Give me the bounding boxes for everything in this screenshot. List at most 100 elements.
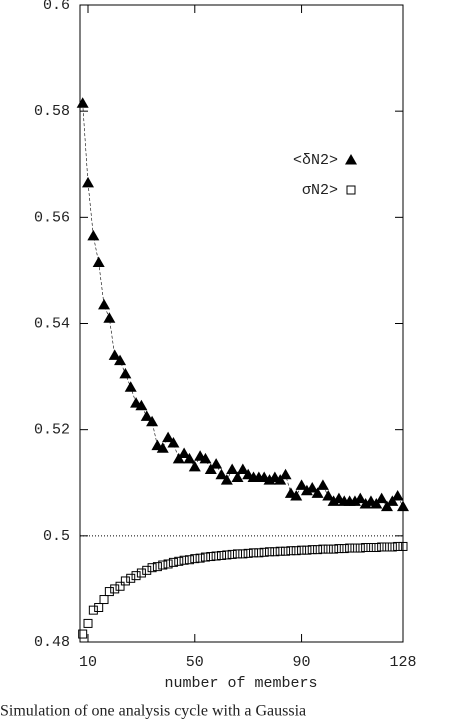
triangle-point bbox=[322, 490, 335, 501]
triangle-point bbox=[135, 399, 148, 411]
square-point bbox=[104, 587, 114, 597]
square-point bbox=[313, 545, 323, 555]
square-point bbox=[158, 560, 168, 570]
triangle-point bbox=[108, 349, 121, 360]
triangle-point bbox=[215, 468, 228, 480]
y-tick-label: 0.48 bbox=[34, 634, 70, 651]
square-point bbox=[142, 565, 152, 575]
triangle-point bbox=[156, 442, 169, 453]
square-point bbox=[227, 549, 237, 559]
triangle-point bbox=[290, 490, 303, 501]
legend-marker bbox=[346, 185, 356, 195]
y-tick-label: 0.52 bbox=[34, 422, 70, 439]
triangle-point bbox=[114, 354, 127, 366]
square-point bbox=[152, 562, 162, 572]
triangle-point bbox=[146, 415, 159, 427]
square-point bbox=[291, 546, 301, 556]
square-point bbox=[339, 544, 349, 554]
square-point bbox=[355, 543, 365, 553]
x-tick-label: 10 bbox=[79, 654, 97, 671]
square-point bbox=[174, 556, 184, 566]
square-point bbox=[99, 595, 109, 605]
triangle-point bbox=[103, 312, 116, 323]
triangle-point bbox=[316, 479, 329, 490]
square-point bbox=[270, 547, 280, 557]
square-point bbox=[195, 553, 205, 563]
square-point bbox=[366, 543, 376, 553]
square-point bbox=[211, 551, 221, 561]
triangle-point bbox=[98, 298, 111, 310]
triangle-point bbox=[359, 497, 372, 509]
square-point bbox=[382, 542, 392, 552]
square-point bbox=[238, 549, 248, 559]
square-point bbox=[398, 541, 408, 551]
square-point bbox=[254, 548, 264, 558]
square-point bbox=[126, 573, 136, 583]
square-point bbox=[184, 555, 194, 565]
square-point bbox=[281, 546, 291, 556]
x-tick-label: 90 bbox=[293, 654, 311, 671]
square-point bbox=[286, 546, 296, 556]
square-point bbox=[179, 555, 189, 565]
triangle-point bbox=[204, 463, 217, 474]
triangle-point bbox=[140, 410, 153, 421]
triangle-point bbox=[375, 492, 388, 504]
y-tick-label: 0.5 bbox=[43, 528, 70, 545]
square-point bbox=[163, 559, 173, 569]
plot-frame bbox=[79, 4, 404, 643]
square-point bbox=[206, 552, 216, 562]
square-point bbox=[190, 554, 200, 564]
y-tick-label: 0.56 bbox=[34, 209, 70, 226]
square-point bbox=[345, 543, 355, 553]
triangle-point bbox=[87, 229, 100, 241]
square-point bbox=[222, 550, 232, 560]
triangle-point bbox=[380, 500, 393, 512]
y-tick-label: 0.6 bbox=[43, 0, 70, 14]
triangle-point bbox=[172, 452, 185, 464]
triangle-point bbox=[92, 256, 105, 267]
triangle-point bbox=[183, 452, 196, 464]
triangle-point bbox=[220, 474, 233, 485]
triangle-point bbox=[167, 436, 180, 448]
triangle-point bbox=[231, 471, 244, 482]
square-point bbox=[78, 629, 88, 639]
triangle-point bbox=[119, 367, 132, 379]
triangle-point bbox=[178, 447, 191, 459]
square-point bbox=[393, 541, 403, 551]
triangle-point bbox=[279, 468, 292, 480]
triangle-point bbox=[327, 495, 340, 506]
triangle-point bbox=[348, 495, 361, 506]
square-point bbox=[131, 571, 141, 581]
square-point bbox=[232, 549, 242, 559]
triangle-point bbox=[82, 176, 95, 188]
triangle-point bbox=[306, 482, 319, 493]
triangle-point bbox=[236, 463, 249, 474]
triangle-point bbox=[263, 474, 276, 485]
caption: Simulation of one analysis cycle with a … bbox=[0, 703, 306, 720]
square-point bbox=[371, 543, 381, 553]
x-tick-label: 128 bbox=[389, 654, 416, 671]
square-point bbox=[275, 546, 285, 556]
triangle-point bbox=[76, 97, 89, 108]
square-point bbox=[361, 543, 371, 553]
triangle-point bbox=[354, 492, 367, 504]
triangle-point bbox=[311, 487, 324, 498]
triangle-point bbox=[300, 484, 313, 496]
triangle-point bbox=[124, 381, 137, 392]
square-point bbox=[88, 605, 98, 615]
y-tick-label: 0.58 bbox=[34, 103, 70, 120]
square-point bbox=[243, 548, 253, 558]
square-point bbox=[147, 563, 157, 573]
square-point bbox=[297, 545, 307, 555]
square-point bbox=[334, 544, 344, 554]
triangle-point bbox=[370, 497, 383, 509]
square-point bbox=[323, 544, 333, 554]
square-point bbox=[110, 584, 120, 594]
square-point bbox=[377, 542, 387, 552]
square-point bbox=[329, 544, 339, 554]
square-point bbox=[136, 568, 146, 578]
triangle-point bbox=[397, 500, 409, 512]
y-tick-label: 0.54 bbox=[34, 315, 70, 332]
square-point bbox=[302, 545, 312, 555]
